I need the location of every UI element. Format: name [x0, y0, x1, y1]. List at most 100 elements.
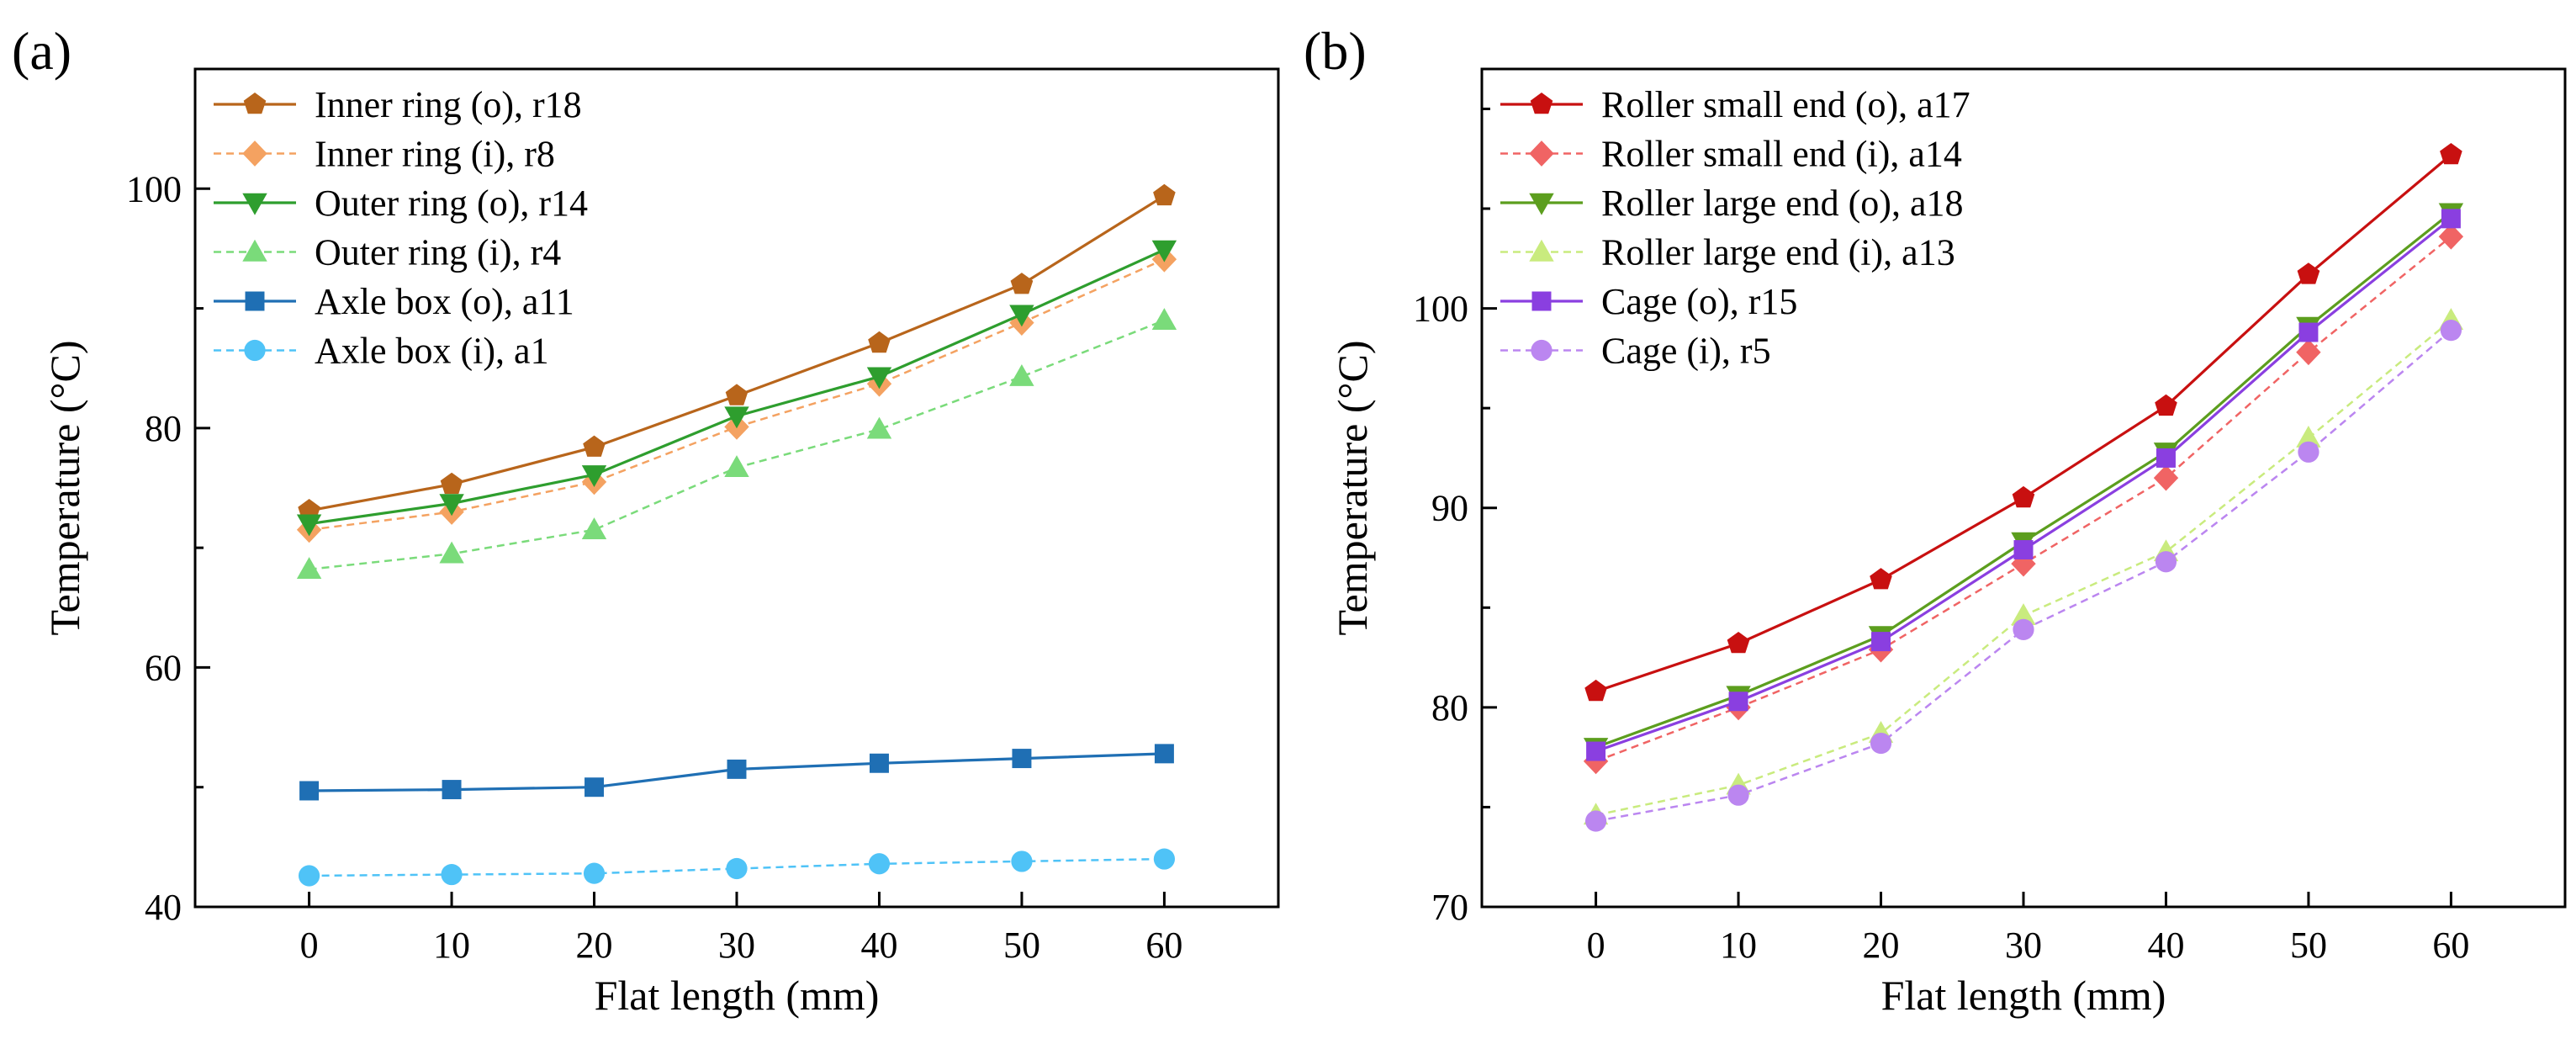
data-point-s5-3: [584, 777, 605, 798]
legend-marker-4: [242, 239, 267, 262]
data-point-s1-2: [1727, 632, 1750, 654]
data-point-s1-4: [2012, 485, 2035, 508]
data-point-s6-1: [1584, 810, 1607, 832]
data-point-s3-4: [724, 406, 749, 429]
data-point-s3-5: [866, 367, 892, 390]
data-point-s6-3: [1870, 732, 1892, 755]
legend-label-6: Axle box (i), a1: [315, 331, 549, 372]
data-point-s5-7: [2441, 209, 2461, 229]
y-tick-label: 80: [1431, 687, 1468, 729]
legend-label-2: Roller small end (i), a14: [1601, 134, 1962, 175]
data-point-s1-5: [2155, 394, 2177, 416]
y-tick-label: 100: [1413, 289, 1468, 330]
data-point-s5-1: [299, 781, 320, 801]
data-point-s5-5: [869, 753, 889, 773]
x-tick-label: 0: [300, 925, 319, 966]
legend-marker-1: [1530, 93, 1553, 114]
data-point-s6-4: [2013, 618, 2034, 640]
panel-b-legend: Roller small end (o), a17 Roller small en…: [1500, 84, 1970, 372]
x-tick-label: 50: [1003, 925, 1040, 966]
data-point-s3-7: [1151, 240, 1177, 262]
y-tick-label: 70: [1431, 887, 1468, 928]
data-point-s4-6: [1009, 364, 1034, 386]
legend-label-5: Axle box (o), a11: [315, 281, 574, 322]
data-point-s1-1: [1584, 679, 1607, 702]
data-point-s3-3: [581, 465, 607, 487]
panel-b-marks: [1583, 143, 2464, 832]
panel-a: (a) 0 10 20 30 40 50 60 40 60 80 100 Flat length (…: [12, 21, 1280, 1019]
legend-label-6: Cage (i), r5: [1601, 331, 1771, 372]
data-point-s4-5: [866, 416, 892, 439]
data-point-s2-5: [2153, 464, 2179, 491]
data-point-s6-6: [2298, 441, 2319, 463]
data-point-s4-4: [724, 455, 749, 477]
panel-a-label: (a): [12, 21, 71, 81]
data-point-s5-3: [1871, 632, 1891, 652]
legend-label-3: Outer ring (o), r14: [315, 183, 588, 224]
legend-marker-3: [1529, 193, 1554, 215]
legend-label-2: Inner ring (i), r8: [315, 134, 555, 175]
data-point-s5-6: [1012, 749, 1032, 769]
panel-b-label: (b): [1304, 21, 1367, 81]
x-tick-label: 60: [1145, 925, 1182, 966]
panel-b: (b) 0 10 20 30 40 50 60 70 80 90 100 Flat length (…: [1304, 21, 2567, 1019]
legend-marker-5: [1531, 291, 1552, 311]
data-point-s1-4: [725, 384, 748, 405]
data-point-s3-1: [296, 514, 322, 537]
panel-a-legend: Inner ring (o), r18 Inner ring (i), r8 Out…: [214, 84, 588, 372]
x-tick-label: 20: [1863, 925, 1900, 966]
legend-marker-2: [1529, 140, 1554, 167]
legend-marker-1: [243, 93, 267, 114]
x-tick-label: 60: [2432, 925, 2469, 966]
legend-label-3: Roller large end (o), a18: [1601, 183, 1963, 224]
data-point-s6-2: [1727, 784, 1749, 806]
x-tick-label: 30: [718, 925, 755, 966]
data-point-s1-5: [868, 331, 891, 353]
panel-a-x-axis-title: Flat length (mm): [595, 972, 880, 1019]
data-point-s4-2: [439, 541, 464, 564]
x-tick-label: 10: [1720, 925, 1757, 966]
panel-b-y-axis-title: Temperature (°C): [1329, 340, 1376, 635]
panel-a-ticks: 0 10 20 30 40 50 60 40 60 80 100: [126, 67, 1182, 966]
x-tick-label: 50: [2290, 925, 2327, 966]
data-point-s6-5: [2155, 551, 2177, 573]
data-point-s4-6: [2296, 426, 2321, 448]
data-point-s6-3: [583, 862, 606, 884]
data-point-s6-1: [298, 865, 320, 887]
y-tick-label: 40: [145, 887, 182, 928]
legend-marker-3: [242, 193, 267, 215]
data-point-s6-6: [1011, 851, 1033, 872]
legend-label-1: Inner ring (o), r18: [315, 84, 582, 125]
panel-a-y-axis-title: Temperature (°C): [41, 340, 88, 635]
x-tick-label: 40: [860, 925, 897, 966]
data-point-s5-4: [727, 759, 747, 779]
y-tick-label: 100: [126, 168, 182, 209]
data-point-s1-6: [2297, 262, 2320, 284]
legend-marker-2: [242, 140, 267, 167]
data-point-s6-7: [2440, 320, 2462, 342]
data-point-s1-2: [440, 472, 463, 495]
data-point-s2-6: [2296, 339, 2321, 366]
data-point-s4-1: [296, 557, 322, 579]
data-point-s2-4: [2011, 550, 2036, 577]
data-point-s1-3: [1870, 568, 1892, 590]
panel-b-ticks: 0 10 20 30 40 50 60 70 80 90 100: [1413, 107, 2469, 966]
x-tick-label: 40: [2147, 925, 2184, 966]
data-point-s3-6: [1009, 305, 1034, 327]
y-tick-label: 60: [145, 647, 182, 688]
data-point-s4-4: [2011, 603, 2036, 625]
legend-marker-5: [245, 291, 265, 311]
data-point-s5-2: [442, 780, 462, 800]
y-tick-label: 90: [1431, 488, 1468, 529]
data-point-s4-3: [581, 517, 607, 539]
data-point-s1-3: [583, 435, 606, 457]
data-point-s3-2: [439, 494, 464, 517]
data-point-s5-6: [2298, 322, 2319, 342]
data-point-s5-5: [2155, 448, 2176, 468]
x-tick-label: 20: [576, 925, 613, 966]
y-tick-label: 80: [145, 408, 182, 449]
data-point-s6-2: [441, 863, 463, 886]
data-point-s1-7: [2440, 143, 2462, 165]
x-tick-label: 30: [2005, 925, 2042, 966]
